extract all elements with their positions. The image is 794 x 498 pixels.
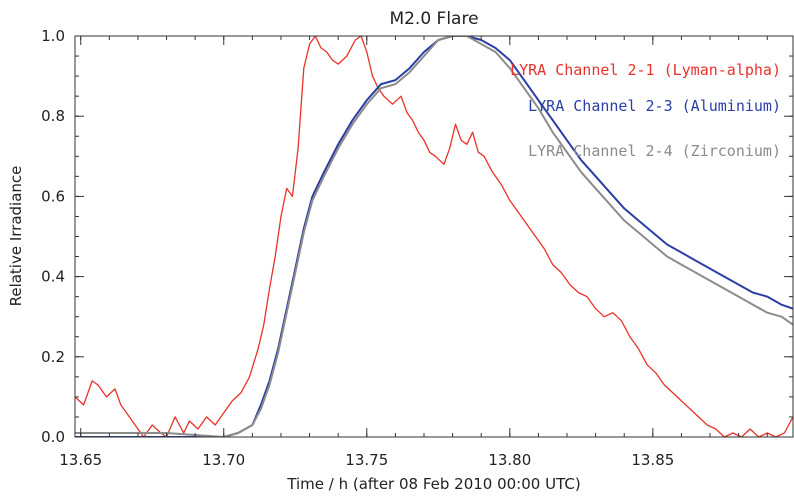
y-tick-label: 0.2: [41, 348, 65, 366]
series-line-2: [75, 36, 793, 437]
x-tick-label: 13.80: [488, 451, 531, 469]
series-line-1: [75, 36, 793, 437]
y-axis-title: Relative Irradiance: [7, 166, 25, 307]
chart-title: M2.0 Flare: [389, 9, 478, 29]
series-layer: [75, 36, 793, 437]
axes-layer: 13.65 13.70 13.75 13.80 13.85 0.0 0.2 0.4 0.6 0.8…: [41, 27, 794, 469]
x-axis-title: Time / h (after 08 Feb 2010 00:00 UTC): [286, 475, 580, 493]
y-tick-label: 0.0: [41, 428, 65, 446]
x-tick-label: 13.65: [59, 451, 102, 469]
legend-label-2: LYRA Channel 2-3 (Aluminium): [528, 97, 781, 115]
x-tick-label: 13.70: [202, 451, 245, 469]
x-tick-label: 13.85: [631, 451, 674, 469]
legend-label-3: LYRA Channel 2-4 (Zirconium): [528, 142, 781, 160]
y-tick-label: 0.8: [41, 107, 65, 125]
y-tick-label: 1.0: [41, 27, 65, 45]
y-tick-label: 0.6: [41, 187, 65, 205]
series-line-3: [75, 36, 793, 437]
legend-label-1: LYRA Channel 2-1 (Lyman-alpha): [510, 61, 781, 79]
legend: LYRA Channel 2-1 (Lyman-alpha) LYRA Chann…: [510, 61, 781, 160]
y-tick-label: 0.4: [41, 268, 65, 286]
x-tick-label: 13.75: [345, 451, 388, 469]
